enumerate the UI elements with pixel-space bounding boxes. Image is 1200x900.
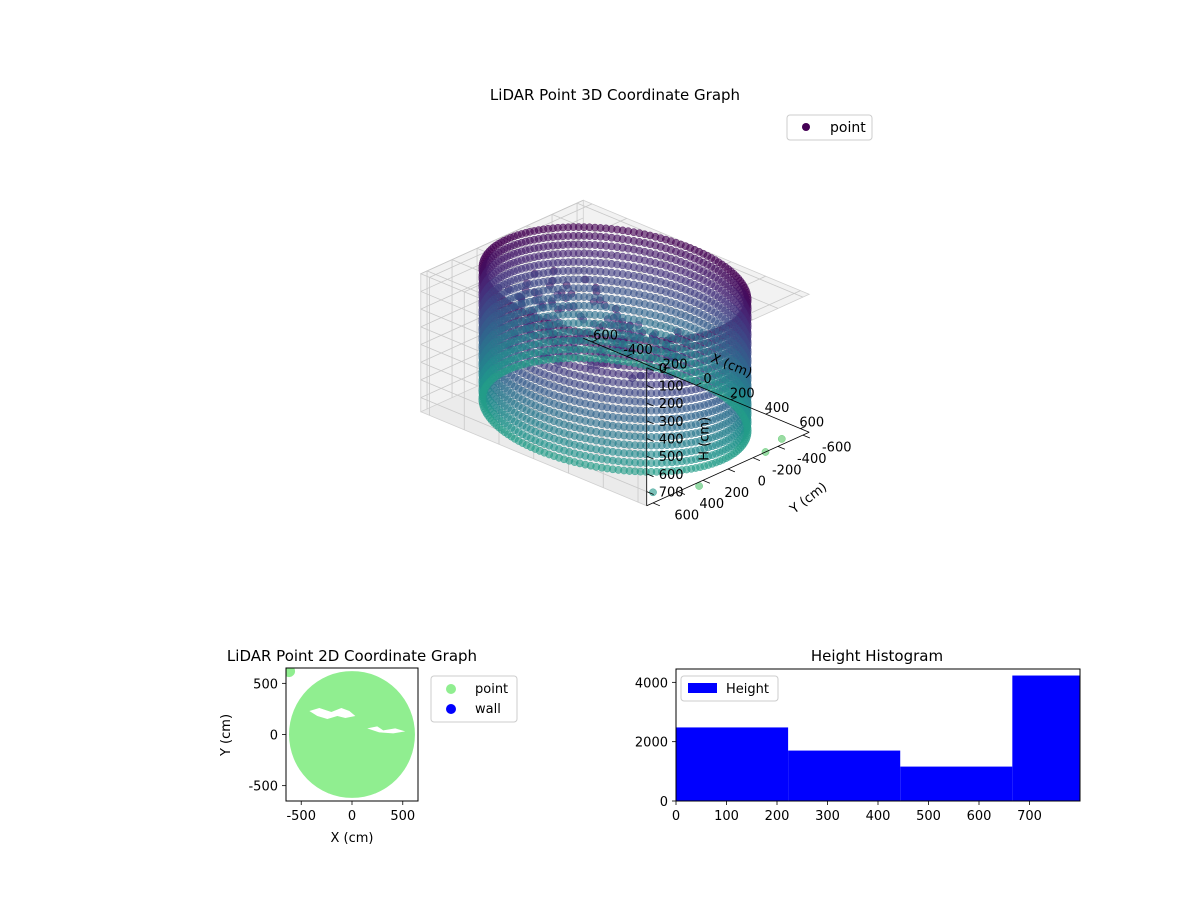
x-tick-label: 100 <box>714 809 739 824</box>
h-tick-label: 100 <box>659 379 684 394</box>
x-tick-label: 300 <box>815 809 840 824</box>
y-tick-label: -600 <box>822 441 852 456</box>
y-tick <box>702 479 711 484</box>
chart-2d-legend: point wall <box>430 675 518 723</box>
legend-marker-wall <box>446 704 456 714</box>
histogram-bar <box>676 727 789 801</box>
legend-label-height: Height <box>726 682 769 697</box>
legend-label-point: point <box>475 682 508 697</box>
histogram-title: Height Histogram <box>811 647 943 665</box>
data-point <box>636 371 645 380</box>
x-tick-label: -500 <box>286 809 316 824</box>
x-tick-label: 0 <box>703 372 711 387</box>
data-point <box>729 348 738 357</box>
h-tick-label: 500 <box>659 450 684 465</box>
data-point <box>729 339 738 348</box>
data-point <box>729 313 738 322</box>
histogram-bar <box>900 766 1013 801</box>
x-tick-label: 700 <box>1017 809 1042 824</box>
y-tick-label: 0 <box>660 795 668 810</box>
x-tick-label: 200 <box>765 809 790 824</box>
histogram-legend: Height <box>680 675 779 702</box>
legend-marker-point <box>446 684 456 694</box>
point-cluster <box>286 668 296 678</box>
chart-histogram: Height Histogram 0 100 200 300 400 500 600 700 0… <box>635 647 1081 824</box>
y-tick-label: 200 <box>724 486 749 501</box>
h-tick-label: 0 <box>659 362 667 377</box>
x-tick-label: 0 <box>672 809 680 824</box>
y-tick-label: 600 <box>674 508 699 523</box>
chart-2d-plot <box>286 668 415 798</box>
y-tick-label: 500 <box>253 677 278 692</box>
x-tick-label: -600 <box>588 329 618 344</box>
y-tick <box>652 502 661 507</box>
data-point <box>729 296 738 304</box>
h-tick-label: 300 <box>659 415 684 430</box>
chart-2d-title: LiDAR Point 2D Coordinate Graph <box>227 647 477 665</box>
data-point <box>649 488 657 497</box>
legend-label-wall: wall <box>475 702 501 717</box>
data-point <box>729 330 738 339</box>
data-point <box>729 322 738 330</box>
h-axis-label: H (cm) <box>698 417 713 461</box>
data-point <box>593 361 601 370</box>
data-point <box>729 278 738 287</box>
point-cloud-disk <box>289 671 415 798</box>
x-tick-label: 0 <box>348 809 356 824</box>
x-tick-label: 600 <box>967 809 992 824</box>
x-tick-label: 200 <box>730 386 755 401</box>
y-tick-label: -500 <box>248 780 278 795</box>
chart-3d: LiDAR Point 3D Coordinate Graph -600 -400… <box>419 86 873 523</box>
x-tick-label: -400 <box>623 343 653 358</box>
y-tick-label: 0 <box>270 729 278 744</box>
x-tick-label: 400 <box>765 401 790 416</box>
legend-swatch-height <box>688 683 717 693</box>
y-axis-label: Y (cm) <box>787 480 830 518</box>
legend-marker-point <box>802 123 810 131</box>
chart-3d-points <box>478 223 786 497</box>
x-tick-label: 600 <box>799 415 824 430</box>
h-tick-label: 200 <box>659 397 684 412</box>
histogram-bar <box>788 750 901 801</box>
y-tick <box>802 434 811 439</box>
chart-2d-xlabel: X (cm) <box>331 831 374 846</box>
x-tick-label: 400 <box>866 809 891 824</box>
y-tick-label: 4000 <box>635 676 668 691</box>
y-tick-label: 400 <box>699 497 724 512</box>
chart-2d-ylabel: Y (cm) <box>219 714 234 757</box>
histogram-bar <box>1012 675 1080 801</box>
data-point <box>729 287 738 296</box>
y-tick-label: 0 <box>758 475 766 490</box>
data-point <box>777 435 786 443</box>
y-tick-label: 2000 <box>635 736 668 751</box>
h-tick-label: 600 <box>659 468 684 483</box>
y-tick <box>727 468 736 473</box>
data-point <box>729 269 738 278</box>
y-tick <box>752 457 761 461</box>
x-tick-label: 500 <box>390 809 415 824</box>
chart-2d: LiDAR Point 2D Coordinate Graph -500 0 500… <box>219 647 518 846</box>
h-tick-label: 400 <box>659 433 684 448</box>
chart-3d-legend: point <box>786 114 873 141</box>
gridline-h-left <box>420 199 584 275</box>
y-tick <box>777 446 786 450</box>
data-point <box>729 304 738 313</box>
h-tick-label: 700 <box>659 486 684 501</box>
x-tick-label: 500 <box>916 809 941 824</box>
legend-label-point: point <box>830 120 866 136</box>
chart-3d-title: LiDAR Point 3D Coordinate Graph <box>490 86 740 104</box>
